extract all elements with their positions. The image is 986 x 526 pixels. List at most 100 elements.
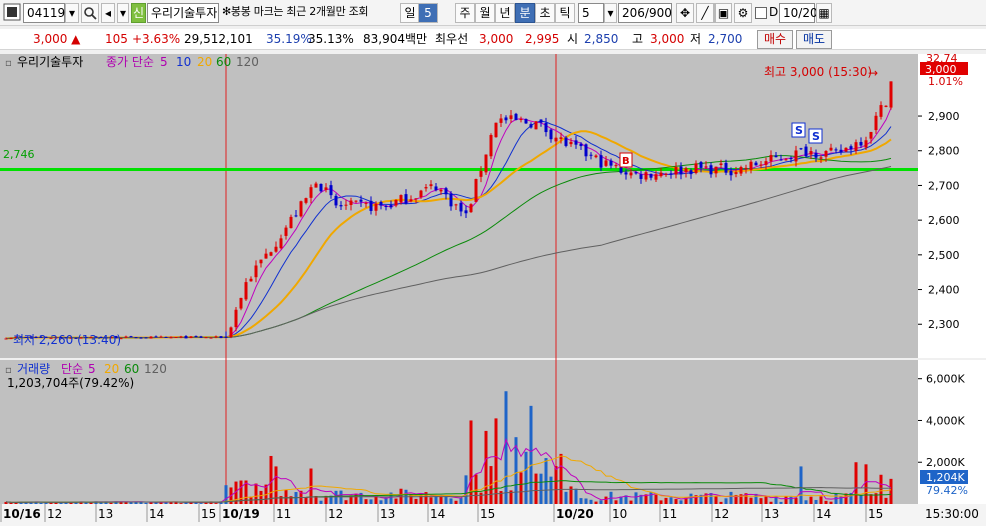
candle-body: [884, 105, 888, 107]
period-day-count[interactable]: 5: [418, 3, 438, 23]
volume-bar: [454, 500, 458, 504]
volume-bar: [114, 501, 118, 504]
candle-body: [684, 168, 688, 173]
candle-body: [574, 140, 578, 145]
code-dropdown-icon[interactable]: ▾: [65, 3, 79, 23]
buy-button[interactable]: 매수: [757, 30, 793, 49]
volume-legend-ma5: 5: [88, 362, 96, 376]
current-price-tag-bg: [920, 62, 968, 75]
candle-body: [424, 187, 428, 189]
volume-bar: [189, 501, 193, 504]
calendar-icon[interactable]: ▦: [816, 3, 832, 23]
volume-bar: [49, 502, 53, 504]
volume-bar: [14, 502, 18, 504]
time-axis-label: 10/16: [3, 507, 41, 521]
data-count-field[interactable]: 206/900: [618, 3, 672, 23]
volume-bar: [79, 501, 83, 504]
period-second[interactable]: 초: [535, 3, 555, 23]
candle-body: [724, 162, 728, 173]
volume-bar: [579, 498, 583, 504]
candle-body: [164, 336, 168, 338]
volume-bar: [739, 494, 743, 504]
sell-button[interactable]: 매도: [796, 30, 832, 49]
signal-marker-s2[interactable]: S: [808, 128, 823, 144]
volume-bar: [569, 486, 573, 504]
period-month[interactable]: 월: [475, 3, 495, 23]
candle-body: [44, 336, 48, 338]
volume-bar: [24, 501, 28, 504]
price-panel[interactable]: [0, 54, 918, 358]
price-axis: [918, 54, 986, 358]
period-year[interactable]: 년: [495, 3, 515, 23]
period-tick[interactable]: 틱: [555, 3, 575, 23]
candle-body: [874, 115, 878, 131]
candle-body: [84, 337, 88, 339]
candle-body: [549, 129, 553, 140]
candle-body: [4, 338, 8, 340]
time-axis-label: 13: [764, 507, 779, 521]
time-axis-label: 13: [98, 507, 113, 521]
candle-body: [634, 172, 638, 174]
draw-line-icon[interactable]: ╱: [696, 3, 714, 23]
candle-body: [704, 166, 708, 168]
candle-body: [334, 195, 338, 206]
signal-marker-s1[interactable]: S: [791, 122, 806, 138]
candle-body: [329, 185, 333, 196]
volume-bar: [334, 490, 338, 504]
volume-tick-label: 6,000K: [926, 373, 965, 386]
chart-area[interactable]: 2,900 2,800 2,700 2,600 2,500 2,400 2,300 6,000…: [0, 52, 986, 526]
price-volume-chart[interactable]: 2,900 2,800 2,700 2,600 2,500 2,400 2,300 6,000…: [0, 52, 986, 526]
volume-current-pct: 79.42%: [926, 484, 968, 497]
prev-stock-icon[interactable]: ◂: [101, 3, 115, 23]
volume-bar: [504, 391, 508, 504]
high-price: 3,000: [650, 32, 685, 46]
date-field[interactable]: 10/20: [779, 3, 818, 23]
volume-bar: [439, 497, 443, 504]
candle-body: [374, 203, 378, 211]
interval-dropdown-icon[interactable]: ▾: [604, 3, 617, 23]
candle-body: [64, 337, 68, 339]
candle-body: [119, 338, 123, 340]
volume-panel[interactable]: [0, 360, 918, 504]
d-checkbox[interactable]: [755, 3, 767, 23]
volume-bar: [754, 493, 758, 504]
grid-icon[interactable]: [3, 3, 21, 23]
best-bid: 2,995: [525, 32, 560, 46]
interval-select[interactable]: 5: [578, 3, 604, 23]
candle-body: [669, 173, 673, 175]
save-icon[interactable]: ▣: [715, 3, 732, 23]
candle-body: [49, 337, 53, 339]
search-icon[interactable]: [81, 3, 99, 23]
signal-marker-b[interactable]: B: [619, 152, 633, 168]
volume-bar: [744, 493, 748, 504]
volume-bar: [224, 485, 228, 504]
volume-ma120-line: [5, 486, 892, 503]
settings-icon[interactable]: ⚙: [734, 3, 752, 23]
period-minute[interactable]: 분: [515, 3, 535, 23]
candle-body: [559, 137, 563, 139]
volume-bar: [624, 495, 628, 504]
low-annotation: 최저 2,260 (13:40): [13, 333, 121, 347]
legend-ma60: 60: [216, 55, 231, 69]
candle-body: [799, 148, 803, 150]
crosshair-tool-icon[interactable]: ✥: [676, 3, 694, 23]
volume-bar: [129, 502, 133, 504]
candle-body: [19, 336, 23, 338]
stock-list-dropdown-icon[interactable]: ▾: [117, 3, 129, 23]
volume-bar: [314, 495, 318, 504]
volume-bar: [4, 501, 8, 504]
candle-body: [34, 336, 38, 338]
stock-code-input[interactable]: 041190: [23, 3, 73, 23]
period-week[interactable]: 주: [455, 3, 475, 23]
volume-bar: [19, 501, 23, 504]
period-day[interactable]: 일: [400, 3, 420, 23]
candle-body: [404, 194, 408, 204]
candle-body: [79, 337, 83, 339]
stock-name-field[interactable]: 우리기술투자: [147, 3, 219, 23]
volume-bar: [499, 491, 503, 504]
volume-bar: [844, 493, 848, 504]
legend-box-icon: ▫: [5, 58, 12, 69]
volume-bar: [209, 501, 213, 504]
volume-tick-label: 2,000K: [926, 456, 965, 469]
candle-body: [619, 164, 623, 173]
